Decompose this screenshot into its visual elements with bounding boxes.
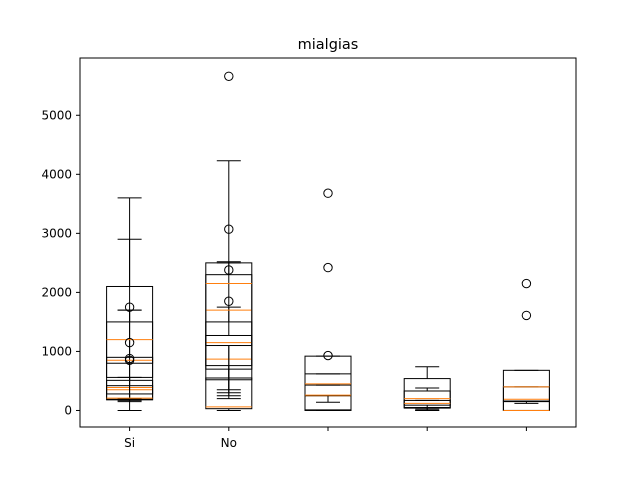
outlier-point (323, 350, 333, 361)
plot-area (106, 71, 550, 411)
x-tick-label: Si (124, 436, 135, 450)
boxplot-group (304, 384, 352, 411)
y-tick-label: 4000 (41, 167, 72, 181)
outlier-point (224, 224, 234, 234)
chart-title: mialgias (298, 37, 359, 53)
outlier-point (521, 278, 532, 289)
y-tick-label: 2000 (41, 285, 72, 299)
boxplot-group (502, 386, 550, 404)
outlier-point (224, 296, 234, 306)
outlier-point (124, 353, 135, 364)
x-tick-label: No (221, 436, 237, 450)
outlier-point (224, 71, 234, 82)
y-tick-label: 1000 (41, 344, 72, 358)
box-iqr (403, 390, 451, 406)
box-iqr (304, 384, 352, 411)
box-iqr (205, 262, 253, 347)
outlier-point (124, 302, 135, 312)
outlier-point (224, 265, 234, 275)
box-iqr (106, 285, 154, 364)
axes: 0 1000 2000 3000 4000 5000 Si No (41, 57, 577, 450)
boxplot-group (205, 261, 253, 391)
boxplot-group (403, 399, 451, 411)
boxplot-group (403, 387, 451, 410)
boxplot-group (106, 353, 154, 403)
box-iqr (106, 385, 154, 400)
y-tick-label: 0 (64, 403, 72, 417)
y-tick-label: 5000 (41, 108, 72, 122)
outlier-point (323, 188, 333, 198)
outlier-point (323, 262, 333, 273)
outlier-point (521, 310, 532, 321)
box-iqr (403, 399, 451, 409)
boxplot-group (502, 400, 550, 411)
boxplot-group (106, 197, 154, 401)
y-tick-label: 3000 (41, 226, 72, 240)
outlier-point (124, 337, 135, 348)
